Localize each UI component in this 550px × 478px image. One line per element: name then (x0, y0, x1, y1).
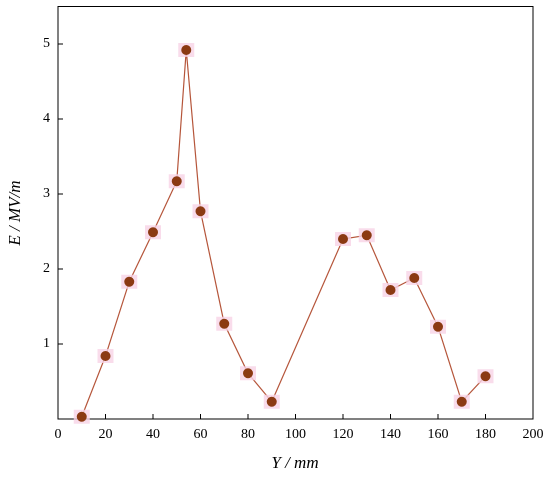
x-tick-label: 100 (285, 427, 306, 442)
marker (480, 371, 491, 382)
marker (409, 273, 420, 283)
marker (195, 206, 206, 217)
x-tick-label: 80 (241, 427, 255, 442)
line (81, 49, 486, 417)
y-axis-title: E / MV/m (5, 180, 24, 246)
marker (433, 321, 443, 332)
marker (243, 368, 253, 379)
x-tick-label: 20 (99, 427, 113, 442)
marker (148, 227, 158, 238)
plot-frame (57, 6, 534, 420)
marker (171, 176, 182, 187)
marker (76, 411, 87, 422)
x-tick-label: 120 (333, 427, 354, 442)
x-tick-label: 60 (194, 427, 208, 442)
marker (181, 45, 192, 55)
marker (456, 396, 467, 407)
marker (385, 285, 396, 295)
x-tick-label: 180 (475, 427, 496, 442)
x-tick-label: 0 (55, 427, 62, 442)
x-tick-label: 160 (428, 427, 449, 442)
marker (100, 351, 111, 361)
marker (124, 276, 135, 287)
marker (338, 234, 348, 244)
x-tick-label: 140 (380, 427, 401, 442)
y-tick-label: 2 (43, 261, 50, 276)
y-tick-label: 5 (43, 36, 50, 51)
y-tick-label: 1 (43, 336, 50, 351)
marker (361, 230, 372, 241)
y-tick-label: 3 (43, 186, 50, 201)
x-axis-title: Y / mm (271, 453, 318, 472)
marker (266, 396, 277, 407)
y-tick-label: 4 (43, 111, 50, 126)
x-tick-label: 200 (523, 427, 544, 442)
marker (219, 318, 230, 329)
x-tick-label: 40 (146, 427, 160, 442)
